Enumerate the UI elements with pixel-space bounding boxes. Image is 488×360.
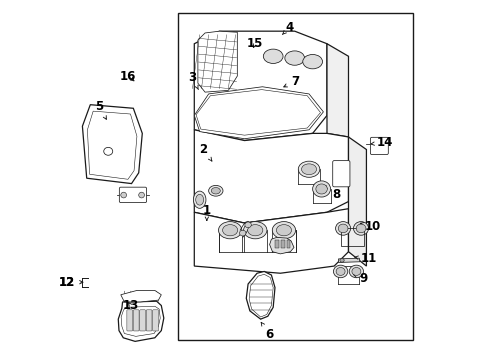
Ellipse shape — [338, 224, 347, 233]
Ellipse shape — [276, 225, 291, 236]
Polygon shape — [121, 291, 161, 302]
Polygon shape — [194, 130, 348, 223]
Text: 12: 12 — [59, 276, 83, 289]
Text: 10: 10 — [360, 220, 380, 233]
Polygon shape — [194, 87, 323, 139]
Ellipse shape — [244, 222, 251, 228]
Ellipse shape — [285, 51, 304, 65]
Ellipse shape — [339, 258, 344, 262]
Polygon shape — [194, 31, 326, 140]
Text: 8: 8 — [323, 186, 340, 201]
Ellipse shape — [247, 225, 262, 236]
Ellipse shape — [139, 192, 144, 198]
Text: 6: 6 — [261, 322, 273, 341]
Text: 13: 13 — [122, 299, 139, 312]
FancyBboxPatch shape — [369, 137, 387, 154]
Ellipse shape — [315, 184, 326, 194]
Text: 5: 5 — [95, 100, 106, 119]
Ellipse shape — [333, 265, 347, 278]
Ellipse shape — [355, 224, 365, 233]
Ellipse shape — [335, 267, 345, 275]
Ellipse shape — [272, 222, 295, 239]
Polygon shape — [198, 31, 237, 92]
Polygon shape — [82, 105, 142, 184]
Ellipse shape — [218, 222, 241, 239]
Bar — [274, 240, 278, 248]
Text: 7: 7 — [283, 75, 299, 88]
Bar — [178, 13, 412, 339]
FancyBboxPatch shape — [119, 187, 146, 203]
Text: 14: 14 — [370, 136, 393, 149]
Text: 15: 15 — [246, 37, 263, 50]
Bar — [281, 240, 284, 248]
Ellipse shape — [208, 185, 223, 196]
Polygon shape — [326, 44, 348, 137]
Ellipse shape — [353, 222, 368, 235]
Ellipse shape — [193, 191, 205, 208]
Ellipse shape — [298, 161, 319, 177]
FancyBboxPatch shape — [332, 161, 349, 187]
Ellipse shape — [243, 222, 266, 239]
Text: 12: 12 — [59, 276, 75, 289]
Bar — [340, 228, 363, 246]
Text: 2: 2 — [199, 143, 211, 161]
Text: 1: 1 — [203, 204, 210, 220]
Polygon shape — [269, 237, 293, 254]
Text: 9: 9 — [353, 272, 367, 285]
FancyBboxPatch shape — [133, 310, 139, 331]
Ellipse shape — [239, 230, 245, 236]
Ellipse shape — [348, 265, 363, 278]
Text: 11: 11 — [354, 252, 377, 265]
Ellipse shape — [195, 194, 203, 205]
Polygon shape — [194, 209, 348, 273]
Polygon shape — [338, 258, 359, 262]
Polygon shape — [246, 271, 274, 319]
Text: 3: 3 — [188, 71, 198, 90]
Text: 16: 16 — [120, 69, 136, 82]
Text: 4: 4 — [282, 21, 293, 35]
Ellipse shape — [222, 225, 237, 236]
FancyBboxPatch shape — [126, 310, 132, 331]
Ellipse shape — [263, 49, 283, 63]
Ellipse shape — [121, 192, 126, 198]
FancyBboxPatch shape — [146, 310, 152, 331]
FancyBboxPatch shape — [152, 310, 158, 331]
Ellipse shape — [312, 181, 330, 197]
Bar — [286, 240, 290, 248]
Polygon shape — [118, 301, 163, 341]
Ellipse shape — [335, 222, 350, 235]
Ellipse shape — [351, 267, 360, 275]
Ellipse shape — [302, 54, 322, 69]
Ellipse shape — [301, 164, 316, 175]
Polygon shape — [348, 137, 366, 266]
FancyBboxPatch shape — [140, 310, 145, 331]
Ellipse shape — [211, 188, 220, 194]
